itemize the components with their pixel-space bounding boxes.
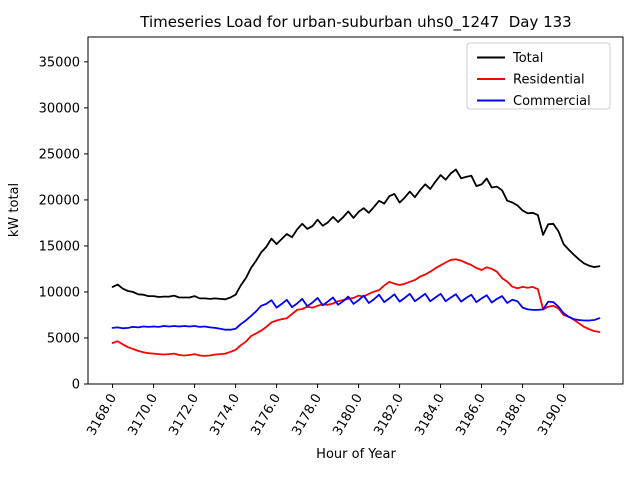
commercial-line — [111, 292, 601, 331]
x-tick-label: 3184.0 — [412, 392, 448, 439]
plot-border — [87, 36, 624, 385]
x-tick-label: 3176.0 — [248, 392, 284, 439]
x-tick-label: 3170.0 — [125, 392, 161, 439]
x-tick-label: 3172.0 — [166, 392, 202, 439]
x-tick-label: 3168.0 — [84, 392, 120, 439]
legend-label-commercial: Commercial — [513, 94, 591, 109]
y-tick-label: 20000 — [39, 193, 80, 208]
legend-label-total: Total — [512, 51, 543, 66]
legend: Total Residential Commercial — [466, 42, 611, 110]
y-tick-label: 0 — [72, 378, 80, 393]
x-tick-label: 3186.0 — [453, 392, 489, 439]
chart-title: Timeseries Load for urban-suburban uhs0_… — [139, 13, 571, 32]
legend-label-residential: Residential — [513, 73, 585, 88]
x-tick-label: 3178.0 — [289, 392, 325, 439]
x-axis-label: Hour of Year — [316, 447, 396, 462]
y-tick-label: 30000 — [39, 101, 80, 116]
plot-frame — [87, 36, 624, 385]
x-tick-label: 3190.0 — [535, 392, 571, 439]
total-line — [111, 168, 601, 301]
y-tick-label: 10000 — [39, 285, 80, 300]
axis-ticks: 3168.0 3170.0 3172.0 3174.0 3176.0 3178.0 3180… — [39, 55, 571, 438]
y-tick-label: 5000 — [47, 331, 80, 346]
x-tick-label: 3180.0 — [330, 392, 366, 439]
legend-box — [466, 42, 611, 110]
x-tick-label: 3188.0 — [494, 392, 530, 439]
residential-line — [111, 258, 601, 357]
y-tick-label: 15000 — [39, 239, 80, 254]
y-tick-label: 25000 — [39, 147, 80, 162]
y-axis-label: kW total — [7, 183, 22, 237]
x-tick-label: 3182.0 — [371, 392, 407, 439]
x-tick-label: 3174.0 — [207, 392, 243, 439]
data-lines — [111, 168, 601, 357]
y-tick-label: 35000 — [39, 55, 80, 70]
